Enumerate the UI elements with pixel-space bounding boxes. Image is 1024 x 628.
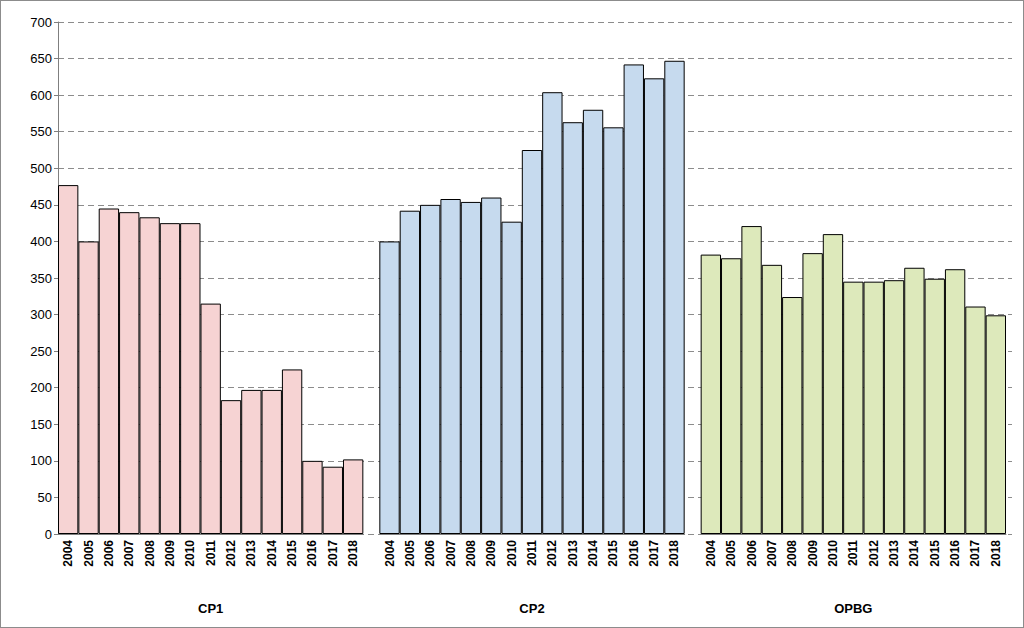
- svg-text:2015: 2015: [928, 540, 942, 567]
- svg-text:2007: 2007: [444, 540, 458, 567]
- svg-text:2016: 2016: [305, 540, 319, 567]
- svg-text:2013: 2013: [566, 540, 580, 567]
- svg-text:2016: 2016: [948, 540, 962, 567]
- svg-text:150: 150: [30, 417, 52, 432]
- svg-text:2012: 2012: [545, 540, 559, 567]
- svg-text:2018: 2018: [989, 540, 1003, 567]
- svg-text:2018: 2018: [667, 540, 681, 567]
- svg-text:2005: 2005: [82, 540, 96, 567]
- svg-text:2017: 2017: [326, 540, 340, 567]
- svg-text:650: 650: [30, 51, 52, 66]
- svg-text:2009: 2009: [163, 540, 177, 567]
- svg-text:2015: 2015: [606, 540, 620, 567]
- svg-text:2004: 2004: [383, 540, 397, 567]
- svg-text:300: 300: [30, 307, 52, 322]
- svg-text:2010: 2010: [183, 540, 197, 567]
- svg-text:2004: 2004: [61, 540, 75, 567]
- svg-text:2014: 2014: [586, 540, 600, 567]
- svg-text:350: 350: [30, 271, 52, 286]
- svg-text:2006: 2006: [423, 540, 437, 567]
- svg-text:2006: 2006: [745, 540, 759, 567]
- svg-text:2016: 2016: [627, 540, 641, 567]
- svg-text:OPBG: OPBG: [834, 601, 872, 616]
- svg-text:2013: 2013: [887, 540, 901, 567]
- svg-text:2006: 2006: [102, 540, 116, 567]
- svg-text:2011: 2011: [846, 540, 860, 566]
- svg-text:0: 0: [45, 527, 52, 542]
- svg-text:100: 100: [30, 453, 52, 468]
- svg-text:600: 600: [30, 88, 52, 103]
- svg-text:CP2: CP2: [519, 601, 544, 616]
- svg-text:400: 400: [30, 234, 52, 249]
- svg-text:2012: 2012: [224, 540, 238, 567]
- svg-text:700: 700: [30, 15, 52, 30]
- svg-text:2007: 2007: [765, 540, 779, 567]
- svg-text:250: 250: [30, 344, 52, 359]
- svg-text:500: 500: [30, 161, 52, 176]
- svg-text:2015: 2015: [285, 540, 299, 567]
- svg-text:2007: 2007: [122, 540, 136, 567]
- svg-text:2012: 2012: [867, 540, 881, 567]
- svg-text:2014: 2014: [907, 540, 921, 567]
- svg-text:2004: 2004: [704, 540, 718, 567]
- svg-text:2005: 2005: [403, 540, 417, 567]
- svg-text:200: 200: [30, 380, 52, 395]
- svg-text:2018: 2018: [346, 540, 360, 567]
- svg-text:50: 50: [38, 490, 52, 505]
- svg-text:2009: 2009: [806, 540, 820, 567]
- svg-text:2011: 2011: [525, 540, 539, 566]
- svg-text:2013: 2013: [244, 540, 258, 567]
- svg-text:2017: 2017: [647, 540, 661, 567]
- svg-text:2010: 2010: [505, 540, 519, 567]
- svg-text:2005: 2005: [724, 540, 738, 567]
- svg-text:550: 550: [30, 124, 52, 139]
- svg-text:2008: 2008: [464, 540, 478, 567]
- svg-text:2011: 2011: [204, 540, 218, 566]
- svg-text:2014: 2014: [265, 540, 279, 567]
- svg-text:450: 450: [30, 197, 52, 212]
- svg-text:CP1: CP1: [198, 601, 223, 616]
- svg-text:2008: 2008: [785, 540, 799, 567]
- svg-text:2010: 2010: [826, 540, 840, 567]
- svg-text:2009: 2009: [484, 540, 498, 567]
- svg-text:2017: 2017: [968, 540, 982, 567]
- svg-text:2008: 2008: [143, 540, 157, 567]
